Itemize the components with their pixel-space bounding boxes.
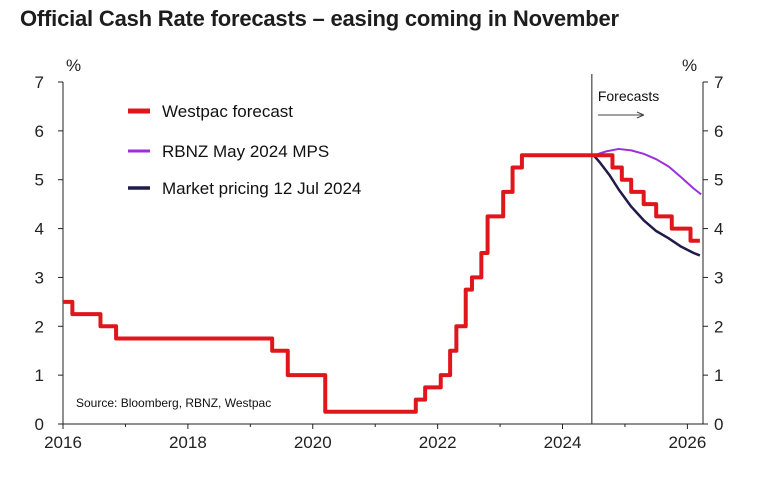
y-tick-label-left: 3 xyxy=(35,268,44,287)
chart-title: Official Cash Rate forecasts – easing co… xyxy=(20,6,619,31)
y-tick-label-left: 5 xyxy=(35,171,44,190)
axes-group: 0 0 1 1 2 2 3 3 4 4 5 5 6 6 7 7 2016 2018 2020 2022 2024 2026… xyxy=(35,73,724,452)
y-unit-right: % xyxy=(682,56,697,75)
legend-label-1: RBNZ May 2024 MPS xyxy=(162,142,329,161)
y-unit-left: % xyxy=(66,56,81,75)
y-tick-label-right: 0 xyxy=(714,415,723,434)
rbnz-mps-line xyxy=(593,147,702,196)
y-tick-label-left: 2 xyxy=(35,317,44,336)
legend-label-0: Westpac forecast xyxy=(162,102,293,121)
x-tick-label: 2016 xyxy=(44,433,82,452)
market-pricing-line xyxy=(592,154,701,257)
series-group xyxy=(63,147,702,414)
y-tick-label-left: 4 xyxy=(35,220,44,239)
y-tick-label-right: 6 xyxy=(714,122,723,141)
y-tick-label-right: 5 xyxy=(714,171,723,190)
y-tick-label-right: 7 xyxy=(714,73,723,92)
westpac-forecast-line xyxy=(63,153,700,414)
forecast-label: Forecasts xyxy=(598,88,659,104)
y-tick-label-right: 4 xyxy=(714,220,723,239)
y-tick-label-left: 7 xyxy=(35,73,44,92)
legend-label-2: Market pricing 12 Jul 2024 xyxy=(162,179,361,198)
y-tick-label-left: 1 xyxy=(35,366,44,385)
x-tick-label: 2020 xyxy=(294,433,332,452)
y-tick-label-right: 2 xyxy=(714,317,723,336)
legend: Westpac forecast RBNZ May 2024 MPS Market … xyxy=(128,102,361,198)
y-tick-label-left: 6 xyxy=(35,122,44,141)
x-tick-label: 2018 xyxy=(169,433,207,452)
x-tick-label: 2026 xyxy=(668,433,706,452)
y-tick-label-right: 1 xyxy=(714,366,723,385)
x-tick-label: 2022 xyxy=(419,433,457,452)
source-note: Source: Bloomberg, RBNZ, Westpac xyxy=(76,396,271,410)
forecast-arrowhead xyxy=(636,111,645,119)
y-tick-label-right: 3 xyxy=(714,268,723,287)
x-tick-label: 2024 xyxy=(544,433,582,452)
y-tick-label-left: 0 xyxy=(35,415,44,434)
